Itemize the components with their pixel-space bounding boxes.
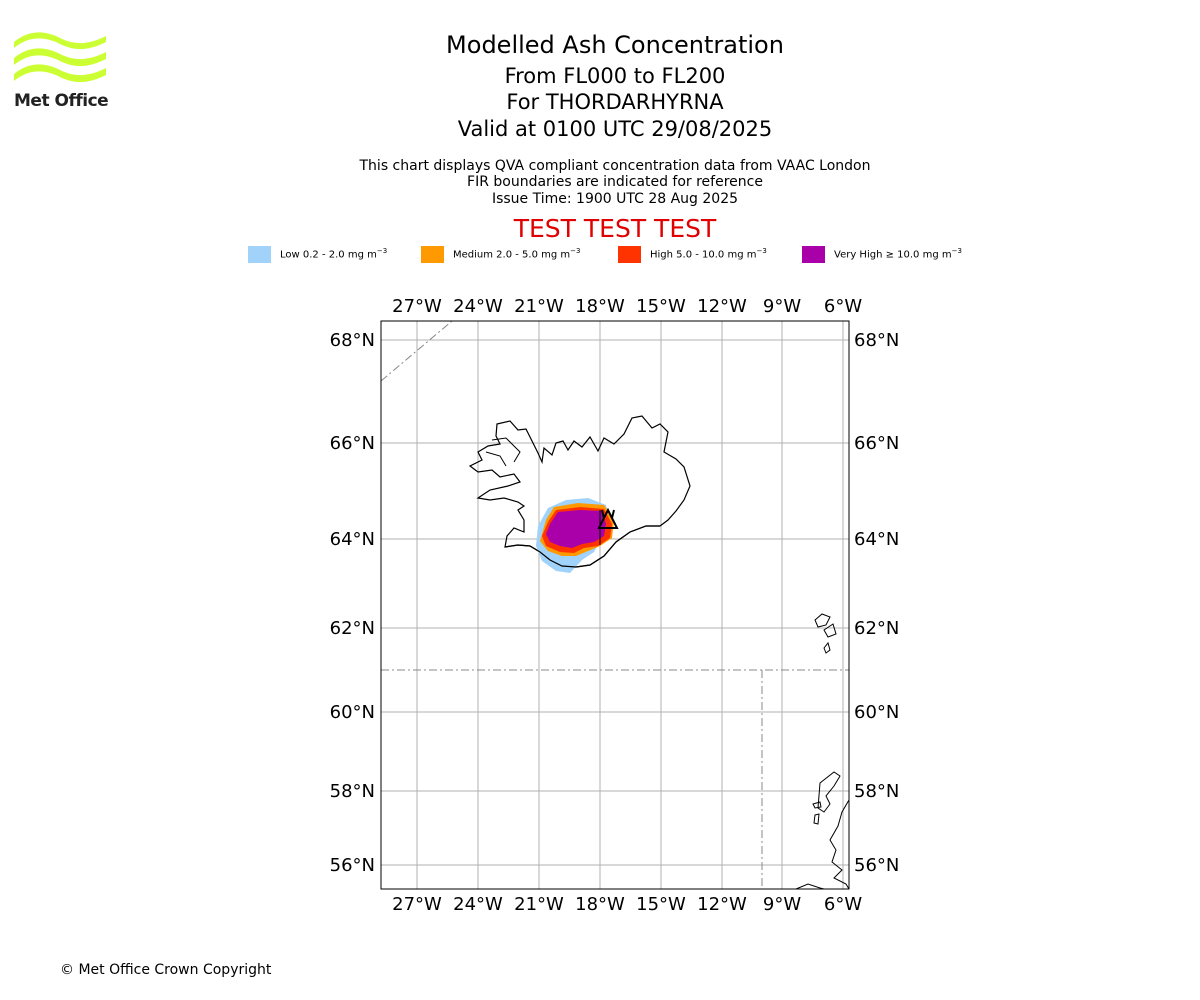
issue-time: Issue Time: 1900 UTC 28 Aug 2025 (491, 191, 739, 207)
test-banner: TEST TEST TEST (513, 214, 717, 243)
lat-tick-left: 60°N (330, 702, 375, 723)
lat-tick-right: 62°N (854, 618, 899, 639)
lat-tick-right: 56°N (854, 855, 899, 876)
legend-label-very-high: Very High ≥ 10.0 mg m−3 (834, 247, 962, 261)
volcano-triangle-icon (597, 507, 619, 529)
lon-tick-top: 9°W (763, 296, 801, 317)
lon-tick-bottom: 27°W (392, 894, 442, 915)
scotland-mainland-coast (829, 799, 850, 890)
lon-tick-bottom: 21°W (514, 894, 564, 915)
lat-tick-right: 66°N (854, 433, 899, 454)
lon-tick-top: 12°W (697, 296, 747, 317)
lon-ticks-top: 27°W 24°W 21°W 18°W 15°W 12°W 9°W 6°W (392, 296, 862, 317)
lat-tick-right: 60°N (854, 702, 899, 723)
met-office-waves-icon (14, 32, 106, 83)
fir-boundaries (380, 320, 849, 889)
lon-tick-bottom: 9°W (763, 894, 801, 915)
valid-time: Valid at 0100 UTC 29/08/2025 (457, 117, 773, 141)
lat-ticks-right: 68°N 66°N 64°N 62°N 60°N 58°N 56°N (854, 330, 899, 876)
lat-tick-left: 56°N (330, 855, 375, 876)
graticule (381, 321, 849, 889)
lat-tick-left: 62°N (330, 618, 375, 639)
lon-tick-top: 27°W (392, 296, 442, 317)
volcano-name: For THORDARHYRNA (506, 90, 724, 114)
info-line-2: FIR boundaries are indicated for referen… (467, 174, 763, 190)
legend-swatch-very-high (802, 245, 825, 263)
faroe-island-3 (823, 641, 831, 654)
legend-item-very-high: Very High ≥ 10.0 mg m−3 (802, 245, 962, 263)
legend-swatch-high (618, 245, 641, 263)
logo-text: Met Office (14, 91, 109, 111)
iceland-south-coast (504, 525, 660, 568)
map-background (381, 321, 849, 889)
lewis-harris (817, 771, 841, 813)
lat-tick-left: 64°N (330, 529, 375, 550)
faroe-island-2 (823, 623, 837, 638)
westfjords-inlet (485, 437, 521, 467)
lat-tick-left: 66°N (330, 433, 375, 454)
lon-tick-top: 15°W (636, 296, 686, 317)
lat-tick-left: 68°N (330, 330, 375, 351)
legend-swatch-medium (421, 245, 444, 263)
chart-title: Modelled Ash Concentration (446, 31, 784, 59)
legend-item-high: High 5.0 - 10.0 mg m−3 (618, 245, 767, 263)
lon-tick-bottom: 15°W (636, 894, 686, 915)
legend-swatch-low (248, 245, 271, 263)
lat-tick-right: 64°N (854, 529, 899, 550)
lon-tick-bottom: 24°W (453, 894, 503, 915)
lon-tick-top: 18°W (575, 296, 625, 317)
map-frame (380, 320, 850, 890)
lat-tick-left: 58°N (330, 781, 375, 802)
ash-contours (536, 498, 614, 573)
ash-very-high (546, 510, 606, 548)
copyright-notice: © Met Office Crown Copyright (60, 962, 272, 978)
legend-label-medium: Medium 2.0 - 5.0 mg m−3 (453, 247, 581, 261)
lon-tick-top: 21°W (514, 296, 564, 317)
uist-fragment (813, 813, 820, 825)
lon-ticks-bottom: 27°W 24°W 21°W 18°W 15°W 12°W 9°W 6°W (392, 894, 862, 915)
lon-tick-bottom: 12°W (697, 894, 747, 915)
lon-tick-top: 24°W (453, 296, 503, 317)
flight-level-range: From FL000 to FL200 (504, 64, 726, 88)
legend-label-low: Low 0.2 - 2.0 mg m−3 (280, 247, 388, 261)
faroe-islands (814, 613, 837, 654)
lat-tick-right: 68°N (854, 330, 899, 351)
lon-tick-bottom: 18°W (575, 894, 625, 915)
lon-tick-top: 6°W (824, 296, 862, 317)
lat-ticks-left: 68°N 66°N 64°N 62°N 60°N 58°N 56°N (330, 330, 375, 876)
lon-tick-bottom: 6°W (824, 894, 862, 915)
legend-item-low: Low 0.2 - 2.0 mg m−3 (248, 245, 387, 263)
lat-tick-right: 58°N (854, 781, 899, 802)
faroe-island-1 (814, 613, 831, 628)
skye-fragment (812, 801, 822, 809)
met-office-logo: Met Office (14, 30, 109, 112)
legend-label-high: High 5.0 - 10.0 mg m−3 (650, 247, 767, 261)
scotland-coastline (795, 771, 850, 890)
info-line-1: This chart displays QVA compliant concen… (359, 158, 871, 174)
legend-item-medium: Medium 2.0 - 5.0 mg m−3 (421, 245, 580, 263)
